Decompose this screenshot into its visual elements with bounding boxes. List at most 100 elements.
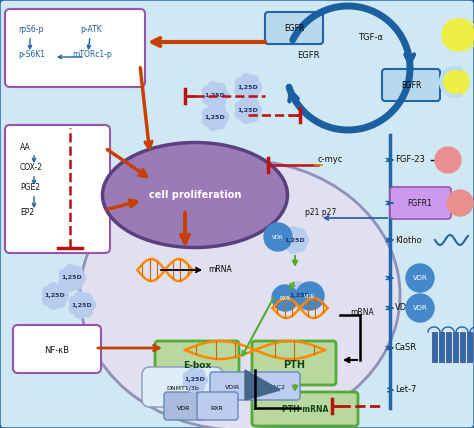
Circle shape [288,233,302,247]
Text: CaSR: CaSR [395,344,417,353]
Text: mTORc1-p: mTORc1-p [72,50,112,59]
Circle shape [65,265,76,276]
Text: EP2: EP2 [20,208,34,217]
Circle shape [251,104,262,116]
Circle shape [298,235,309,246]
Circle shape [48,289,62,303]
Circle shape [202,115,213,126]
Text: Let-7: Let-7 [395,386,416,395]
Circle shape [69,296,80,307]
Text: 1,25D: 1,25D [185,377,205,383]
FancyBboxPatch shape [265,12,323,44]
Circle shape [441,68,469,96]
Circle shape [195,369,205,379]
Text: 1,25D: 1,25D [45,294,65,298]
Text: 1,25D: 1,25D [290,292,310,297]
Circle shape [48,282,59,294]
Circle shape [59,269,70,280]
FancyBboxPatch shape [5,9,145,87]
Text: 1,25D: 1,25D [237,84,258,89]
Text: AA: AA [20,143,31,152]
Text: p-S6K1: p-S6K1 [18,50,45,59]
Text: VDR: VDR [304,294,316,298]
Circle shape [294,241,305,252]
Circle shape [241,97,252,107]
Text: VDR: VDR [413,275,428,281]
Text: c-myc: c-myc [318,155,343,164]
Circle shape [288,227,299,238]
Bar [446,332,451,362]
Text: 1,25D: 1,25D [237,107,258,113]
Text: 1,25D: 1,25D [284,238,305,243]
Circle shape [55,284,65,295]
Circle shape [42,294,53,305]
Circle shape [208,104,219,115]
Circle shape [296,282,324,310]
Circle shape [215,105,226,116]
Circle shape [241,74,252,85]
FancyBboxPatch shape [142,367,223,407]
Circle shape [74,273,85,283]
Circle shape [72,279,82,290]
Text: EGFR: EGFR [297,51,319,60]
Circle shape [235,78,246,89]
Text: VDIR: VDIR [225,385,241,390]
Circle shape [241,103,255,117]
Circle shape [293,282,304,293]
Circle shape [406,264,434,292]
Circle shape [188,382,199,392]
Text: PTH mRNA: PTH mRNA [282,405,328,414]
Polygon shape [245,370,280,400]
Ellipse shape [80,160,400,428]
Circle shape [183,378,193,388]
Text: HDAC2: HDAC2 [263,385,285,390]
Circle shape [264,223,292,251]
Text: RXR: RXR [280,295,291,300]
Text: rpS6-p: rpS6-p [18,25,44,34]
Circle shape [75,292,86,303]
Text: VDR: VDR [395,303,413,312]
FancyBboxPatch shape [382,69,440,101]
Circle shape [55,297,65,308]
Circle shape [202,86,213,97]
Circle shape [293,297,304,308]
Circle shape [293,288,307,302]
Circle shape [294,228,305,239]
Circle shape [208,110,222,124]
Circle shape [215,96,226,107]
Text: Klotho: Klotho [395,235,422,244]
Text: VDR: VDR [177,407,191,411]
Circle shape [241,113,252,123]
Bar [432,332,437,362]
Text: 1,25D: 1,25D [72,303,92,307]
Circle shape [287,293,298,304]
Text: PTH: PTH [283,360,305,370]
Text: VDR: VDR [272,235,284,240]
Circle shape [72,266,82,277]
Text: DNMT1/3b: DNMT1/3b [166,386,200,391]
Circle shape [251,82,262,92]
Circle shape [247,75,258,86]
Text: FGFR1: FGFR1 [408,199,432,208]
Bar [460,332,465,362]
Circle shape [215,83,226,94]
Text: RXR: RXR [210,407,223,411]
Circle shape [195,381,205,391]
FancyBboxPatch shape [5,125,110,253]
Ellipse shape [102,143,288,247]
Circle shape [247,88,258,99]
Bar [453,332,458,362]
Circle shape [283,231,293,242]
Circle shape [215,118,226,129]
FancyBboxPatch shape [249,372,300,400]
Text: p21 p27: p21 p27 [305,208,336,217]
FancyBboxPatch shape [164,392,205,420]
Circle shape [300,283,310,294]
Circle shape [241,89,252,100]
Circle shape [58,291,69,301]
Circle shape [447,190,473,216]
Circle shape [48,298,59,309]
Circle shape [287,286,298,297]
Circle shape [188,368,199,378]
Text: NF-κB: NF-κB [45,346,70,355]
